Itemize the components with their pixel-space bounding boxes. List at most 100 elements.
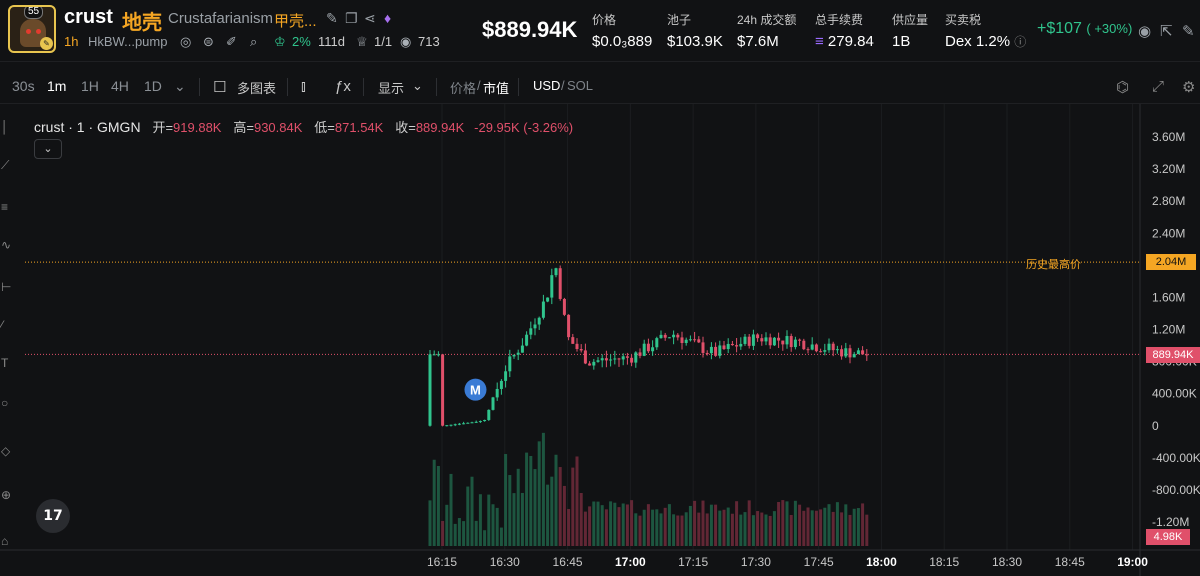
volume-bar [579, 492, 583, 546]
candle-body [436, 354, 440, 356]
fib-icon[interactable]: ≡ [1, 200, 9, 214]
candle-body [428, 354, 432, 426]
y-tick-label: -400.00K [1152, 451, 1200, 465]
copy-icon[interactable]: ❐ [345, 10, 358, 26]
volume-bar [541, 432, 545, 546]
stat-label: 池子 [667, 13, 692, 27]
candle-body [709, 346, 713, 354]
candle-body [432, 354, 436, 356]
toolbar-divider [363, 78, 364, 96]
candle-body [617, 358, 621, 360]
globe-icon[interactable]: ◎ [180, 34, 192, 49]
candle-body [529, 328, 533, 335]
search-icon[interactable]: ⌕ [250, 34, 258, 49]
token-logo[interactable]: 55 ✎ [8, 5, 56, 53]
crosshair-icon[interactable]: │ [1, 120, 9, 134]
candlestick-chart[interactable]: 3.60M3.20M2.80M2.40M1.60M1.20M800.00K400… [0, 104, 1200, 576]
help-icon[interactable]: ⓘ [1014, 35, 1027, 49]
indicator-candles-icon[interactable]: ⫾ [301, 78, 306, 95]
candle-body [579, 349, 583, 351]
volume-bar [743, 512, 747, 546]
watch-icon[interactable]: ◉ [1138, 23, 1152, 40]
volume-bar [756, 511, 760, 546]
volume-bar [840, 512, 844, 546]
text-icon[interactable]: T [1, 356, 9, 370]
contract-address[interactable]: HkBW...pump [88, 34, 168, 49]
candle-body [735, 345, 739, 347]
pin-icon[interactable]: ✎ [1182, 23, 1195, 40]
sol-toggle[interactable]: SOL [567, 78, 594, 93]
pattern-icon[interactable]: ∿ [1, 238, 12, 252]
checkbox-icon[interactable]: ☐ [213, 79, 227, 96]
candle-body [659, 334, 663, 339]
usd-toggle[interactable]: USD [533, 78, 561, 93]
legend-collapse-button[interactable]: ⌄ [34, 139, 62, 159]
stat-value: $7.6M [737, 33, 779, 50]
post-icon[interactable]: ✐ [226, 34, 237, 49]
settings-icon[interactable]: ⚙ [1182, 79, 1196, 96]
stat-label: 总手续费 [815, 13, 864, 27]
top10-percent: 2% [292, 34, 311, 49]
candle-body [558, 268, 562, 299]
trendline-icon[interactable]: ⟋ [1, 158, 10, 172]
timeframe-4h[interactable]: 4H [111, 78, 129, 94]
brush-icon[interactable]: ⁄ [1, 318, 4, 332]
x-tick-label: 17:15 [678, 555, 708, 569]
volume-bar [747, 500, 751, 546]
candle-body [499, 380, 503, 389]
toggle-separator: / [477, 78, 481, 93]
volume-bar [588, 506, 592, 546]
measure-icon[interactable]: ⊢ [1, 280, 12, 294]
timeframe-1m[interactable]: 1m [47, 78, 67, 94]
candle-body [546, 297, 550, 302]
candle-body [844, 348, 848, 357]
stat-value: 1B [892, 33, 911, 50]
share-icon[interactable]: ⋖ [364, 10, 376, 26]
candle-body [688, 339, 692, 341]
volume-bar [436, 465, 440, 546]
timeframe-1h[interactable]: 1H [81, 78, 99, 94]
volume-bar [701, 500, 705, 546]
mcap-toggle[interactable]: 市值 [483, 81, 510, 96]
edit-icon[interactable]: ✎ [326, 10, 338, 26]
ruler-icon[interactable]: ◇ [1, 444, 11, 458]
volume-bar [651, 509, 655, 546]
flame-icon[interactable]: ♦ [384, 10, 392, 26]
volume-bar [558, 467, 562, 546]
candle-body [625, 356, 629, 358]
camera-icon[interactable]: ⌬ [1116, 79, 1130, 96]
emoji-icon[interactable]: ○ [1, 396, 9, 410]
trash-icon[interactable]: ⌂ [1, 534, 9, 548]
candle-body [588, 363, 592, 366]
zoom-icon[interactable]: ⊕ [1, 488, 12, 502]
price-toggle[interactable]: 价格 [450, 81, 477, 96]
volume-bar [739, 514, 743, 546]
candle-body [663, 334, 667, 338]
volume-bar [470, 476, 474, 546]
volume-bar [520, 492, 524, 546]
candle-body [789, 336, 793, 348]
timeframe-1d[interactable]: 1D [144, 78, 162, 94]
timeframe-30s[interactable]: 30s [12, 78, 35, 94]
y-tick-label: -1.20M [1152, 515, 1189, 529]
tradingview-logo[interactable]: 17 [36, 499, 70, 533]
stat-label: 供应量 [892, 13, 929, 27]
external-link-icon[interactable]: ⇱ [1160, 23, 1173, 40]
display-menu[interactable]: 显示 [378, 81, 405, 96]
list-icon[interactable]: ⊜ [203, 34, 214, 49]
legend-close-key: 收= [395, 120, 416, 135]
fullscreen-icon[interactable]: ⤢ [1152, 78, 1165, 95]
toolbar-divider [199, 78, 200, 96]
x-tick-label: 17:00 [615, 555, 646, 569]
candle-body [508, 356, 512, 372]
volume-bar [646, 504, 650, 546]
candle-body [793, 339, 797, 348]
candle-body [487, 409, 491, 420]
multi-chart-label[interactable]: 多图表 [237, 81, 277, 96]
fx-indicators-icon[interactable]: ƒx [335, 78, 351, 95]
chevron-down-icon[interactable]: ⌄ [412, 78, 423, 93]
edit-logo-icon[interactable]: ✎ [40, 37, 53, 50]
toolbar-divider [436, 78, 437, 96]
chart-toolbar: 30s 1m 1H 4H 1D ⌄ ☐ 多图表 ⫾ ƒx 显示 ⌄ 价格 / 市… [0, 70, 1200, 104]
chevron-down-icon[interactable]: ⌄ [174, 78, 186, 94]
